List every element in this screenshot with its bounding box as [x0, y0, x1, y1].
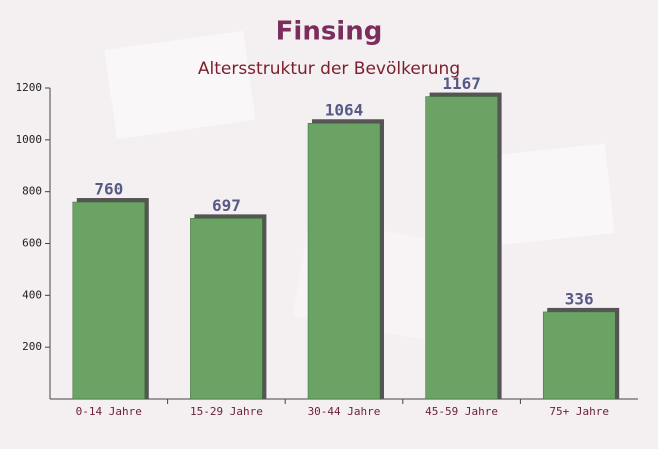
- x-tick-label: 15-29 Jahre: [190, 405, 263, 418]
- x-tick-label: 30-44 Jahre: [308, 405, 381, 418]
- value-label: 1064: [325, 101, 364, 120]
- y-tick-label: 800: [22, 185, 42, 198]
- y-tick-label: 400: [22, 288, 42, 301]
- bg-envelope: [104, 30, 256, 140]
- bar: [542, 311, 616, 400]
- chart-title: Finsing: [276, 17, 383, 47]
- value-label: 697: [212, 196, 241, 215]
- x-tick-label: 75+ Jahre: [549, 405, 609, 418]
- value-label: 336: [565, 289, 594, 308]
- bg-envelope: [475, 143, 615, 247]
- y-tick-label: 200: [22, 340, 42, 353]
- bar: [72, 201, 146, 400]
- x-tick-label: 0-14 Jahre: [76, 405, 142, 418]
- chart-subtitle: Altersstruktur der Bevölkerung: [198, 59, 460, 79]
- bar: [425, 96, 498, 400]
- y-tick-label: 600: [22, 237, 42, 250]
- x-tick-label: 45-59 Jahre: [425, 405, 498, 418]
- bar: [190, 218, 263, 400]
- y-tick-label: 1200: [16, 81, 43, 94]
- value-label: 760: [94, 180, 123, 199]
- value-label: 1167: [442, 74, 481, 93]
- y-tick-label: 1000: [16, 133, 43, 146]
- bar: [307, 122, 381, 400]
